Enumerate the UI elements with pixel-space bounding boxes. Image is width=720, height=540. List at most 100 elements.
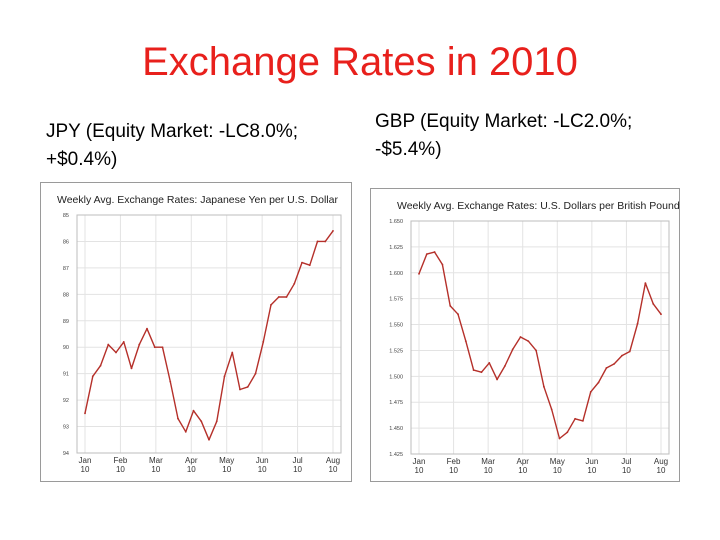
y-tick-label: 1.575 <box>389 297 403 303</box>
data-point <box>177 417 179 420</box>
y-tick-label: 1.600 <box>389 271 403 277</box>
data-point <box>558 437 561 440</box>
x-tick-label: Feb 10 <box>447 457 461 475</box>
data-point <box>223 375 226 378</box>
x-tick-label: Aug 10 <box>326 456 340 474</box>
y-tick-label: 91 <box>63 372 69 378</box>
x-tick-label: Jan 10 <box>79 456 92 474</box>
data-point <box>457 313 459 316</box>
data-point <box>239 388 241 391</box>
y-tick-label: 1.450 <box>389 426 403 432</box>
data-point <box>605 367 608 369</box>
jpy-chart: Weekly Avg. Exchange Rates: Japanese Yen… <box>57 194 342 474</box>
data-point <box>441 263 444 266</box>
data-point <box>660 313 662 316</box>
jpy-caption: JPY (Equity Market: -LC8.0%; +$0.4%) <box>46 121 299 170</box>
data-point <box>215 420 218 423</box>
gbp-caption: GBP (Equity Market: -LC2.0%; -$5.4%) <box>375 111 633 160</box>
y-tick-label: 89 <box>63 319 69 325</box>
data-point <box>628 350 631 353</box>
y-tick-label: 87 <box>63 266 69 272</box>
y-tick-label: 93 <box>63 425 69 431</box>
data-point <box>107 343 110 346</box>
data-point <box>652 302 655 305</box>
data-point <box>308 264 311 267</box>
data-point <box>472 369 475 372</box>
data-point <box>418 272 420 275</box>
data-point <box>566 431 569 434</box>
data-point <box>293 282 296 285</box>
data-point <box>613 363 616 365</box>
data-point <box>130 367 133 370</box>
x-tick-label: May 10 <box>550 457 565 475</box>
x-tick-label: Apr 10 <box>516 457 529 475</box>
data-point <box>161 346 164 349</box>
data-point <box>511 348 514 351</box>
x-tick-label: Jul 10 <box>621 457 631 475</box>
data-point <box>332 229 334 232</box>
y-tick-label: 1.550 <box>389 323 403 329</box>
x-tick-label: Jan 10 <box>413 457 426 475</box>
data-point <box>115 351 117 354</box>
data-point <box>597 381 600 384</box>
data-point <box>153 346 156 349</box>
data-point <box>488 361 491 364</box>
gbp-chart-title: Weekly Avg. Exchange Rates: U.S. Dollars… <box>397 200 679 212</box>
data-point <box>433 251 436 253</box>
x-tick-label: Apr 10 <box>185 456 198 474</box>
x-tick-label: Aug 10 <box>654 457 668 475</box>
gbp-series-line <box>418 251 662 440</box>
y-tick-label: 90 <box>63 345 69 351</box>
x-tick-label: Mar 10 <box>149 456 163 474</box>
data-point <box>91 375 94 378</box>
jpy-chart-title: Weekly Avg. Exchange Rates: Japanese Yen… <box>57 194 338 206</box>
data-point <box>169 380 172 383</box>
data-point <box>192 409 195 412</box>
gbp-chart-panel: Weekly Avg. Exchange Rates: U.S. Dollars… <box>370 188 680 482</box>
data-point <box>262 341 265 343</box>
data-point <box>285 296 288 298</box>
data-point <box>184 430 187 433</box>
data-point <box>527 340 530 343</box>
y-tick-label: 88 <box>63 292 69 298</box>
data-point <box>99 364 102 367</box>
data-point <box>324 240 327 243</box>
data-point <box>636 322 639 325</box>
data-point <box>550 408 553 411</box>
data-point <box>138 343 141 346</box>
y-tick-label: 86 <box>63 239 69 245</box>
data-point <box>449 305 452 307</box>
data-point <box>208 438 210 441</box>
data-point <box>84 412 86 415</box>
y-tick-label: 1.500 <box>389 374 403 380</box>
data-point <box>200 420 203 423</box>
y-tick-label: 94 <box>63 451 69 457</box>
y-tick-label: 1.650 <box>389 219 403 225</box>
data-point <box>519 336 522 338</box>
data-point <box>301 261 303 264</box>
data-point <box>246 385 249 388</box>
y-tick-label: 92 <box>63 398 69 404</box>
plot-frame <box>76 214 342 454</box>
data-point <box>535 349 537 352</box>
y-tick-label: 1.475 <box>389 400 403 406</box>
data-point <box>621 354 623 357</box>
gbp-chart: Weekly Avg. Exchange Rates: U.S. Dollars… <box>389 200 679 475</box>
data-point <box>464 340 467 343</box>
y-tick-label: 1.425 <box>389 452 403 458</box>
data-point <box>270 304 272 306</box>
data-point <box>122 341 125 343</box>
data-point <box>277 296 280 298</box>
x-tick-label: Jun 10 <box>585 457 598 475</box>
x-tick-label: Jul 10 <box>292 456 302 474</box>
data-point <box>316 240 319 243</box>
slide-title: Exchange Rates in 2010 <box>142 40 578 84</box>
data-point <box>254 372 257 375</box>
data-point <box>503 365 506 367</box>
data-point <box>574 417 577 420</box>
data-point <box>425 253 428 256</box>
data-point <box>582 419 584 422</box>
data-point <box>644 282 647 285</box>
data-point <box>589 390 592 393</box>
jpy-series-line <box>84 230 334 441</box>
